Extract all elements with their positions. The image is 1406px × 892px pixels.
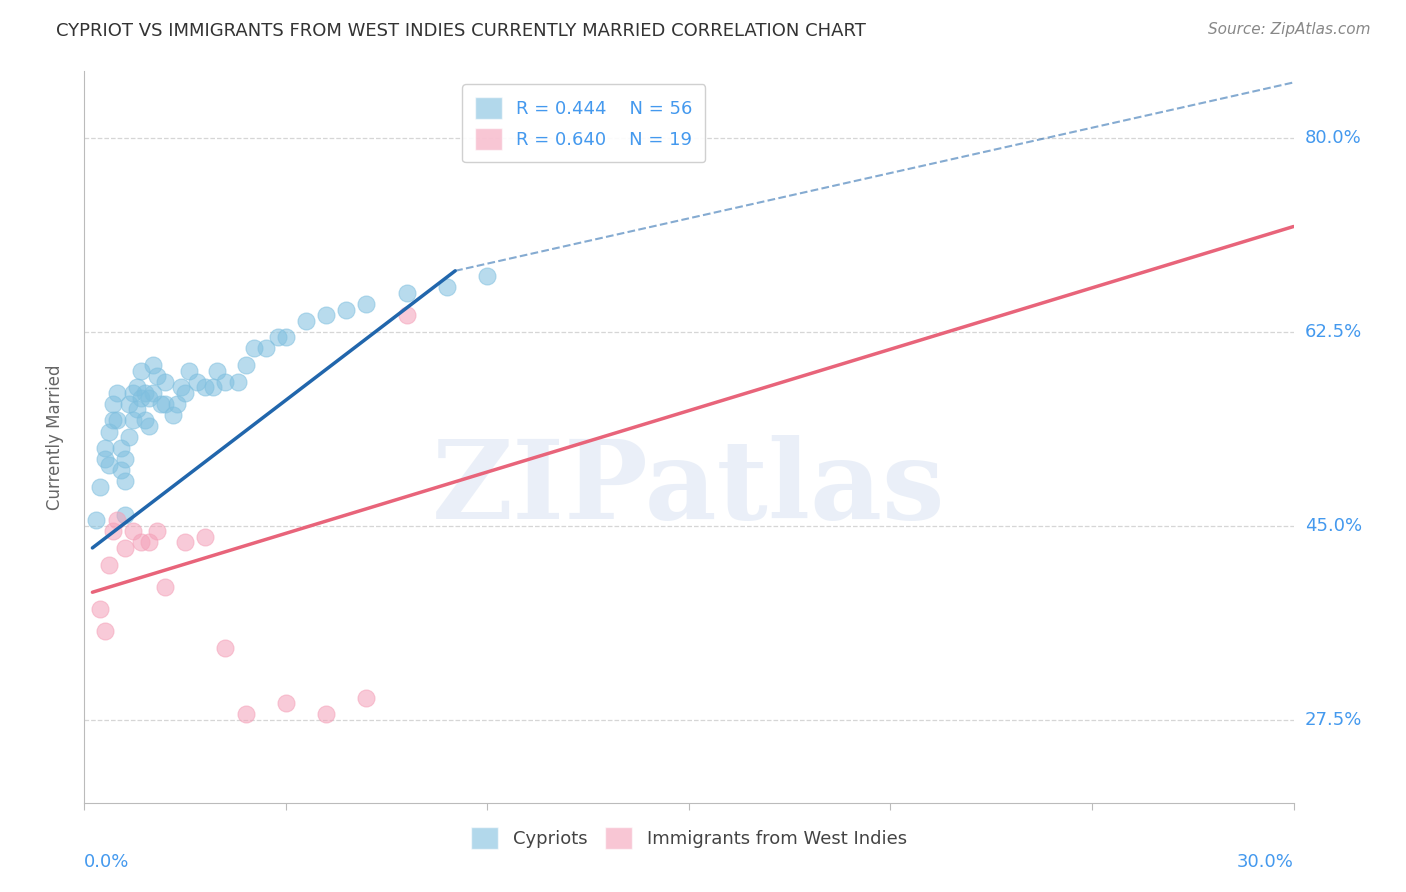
Point <box>121 413 143 427</box>
Point <box>295 314 318 328</box>
Point <box>335 302 357 317</box>
Y-axis label: Currently Married: Currently Married <box>45 364 63 510</box>
Point <box>110 463 132 477</box>
Text: 27.5%: 27.5% <box>1305 711 1362 729</box>
Point <box>226 375 249 389</box>
Point <box>89 602 111 616</box>
Point <box>110 441 132 455</box>
Point <box>146 369 169 384</box>
Point <box>153 375 176 389</box>
Point <box>153 397 176 411</box>
Point <box>138 535 160 549</box>
Point <box>202 380 225 394</box>
Point <box>121 385 143 400</box>
Point <box>97 458 120 472</box>
Point <box>142 358 165 372</box>
Point <box>186 375 208 389</box>
Point <box>174 535 197 549</box>
Point <box>356 297 378 311</box>
Point <box>395 285 418 300</box>
Text: 30.0%: 30.0% <box>1237 853 1294 871</box>
Text: Source: ZipAtlas.com: Source: ZipAtlas.com <box>1208 22 1371 37</box>
Point <box>134 413 156 427</box>
Point <box>179 363 201 377</box>
Point <box>315 707 337 722</box>
Text: 62.5%: 62.5% <box>1305 323 1362 341</box>
Point <box>235 358 257 372</box>
Point <box>101 413 124 427</box>
Text: 80.0%: 80.0% <box>1305 128 1361 147</box>
Point <box>125 380 148 394</box>
Point <box>235 707 257 722</box>
Point <box>214 375 236 389</box>
Point <box>142 385 165 400</box>
Point <box>101 397 124 411</box>
Point <box>149 397 172 411</box>
Point <box>97 425 120 439</box>
Point <box>162 408 184 422</box>
Point <box>207 363 229 377</box>
Legend: Cypriots, Immigrants from West Indies: Cypriots, Immigrants from West Indies <box>464 820 914 856</box>
Point <box>477 269 499 284</box>
Text: 45.0%: 45.0% <box>1305 516 1362 534</box>
Point <box>97 558 120 572</box>
Point <box>214 640 236 655</box>
Point <box>395 308 418 322</box>
Point <box>105 513 128 527</box>
Point <box>315 308 337 322</box>
Point <box>125 402 148 417</box>
Point <box>89 480 111 494</box>
Point <box>129 535 152 549</box>
Point <box>93 452 115 467</box>
Point <box>101 524 124 539</box>
Point <box>114 475 136 489</box>
Point <box>129 363 152 377</box>
Point <box>274 696 297 710</box>
Point <box>254 342 277 356</box>
Point <box>121 524 143 539</box>
Point <box>242 342 264 356</box>
Text: ZIPatlas: ZIPatlas <box>432 434 946 541</box>
Point <box>105 413 128 427</box>
Point <box>267 330 290 344</box>
Point <box>146 524 169 539</box>
Point <box>356 690 378 705</box>
Point <box>129 392 152 406</box>
Point <box>194 530 217 544</box>
Point <box>274 330 297 344</box>
Point <box>134 385 156 400</box>
Point <box>153 580 176 594</box>
Point <box>93 441 115 455</box>
Point <box>114 508 136 522</box>
Point <box>114 541 136 555</box>
Text: CYPRIOT VS IMMIGRANTS FROM WEST INDIES CURRENTLY MARRIED CORRELATION CHART: CYPRIOT VS IMMIGRANTS FROM WEST INDIES C… <box>56 22 866 40</box>
Point <box>86 513 108 527</box>
Point <box>174 385 197 400</box>
Point <box>166 397 188 411</box>
Point <box>138 392 160 406</box>
Point <box>170 380 193 394</box>
Text: 0.0%: 0.0% <box>84 853 129 871</box>
Point <box>93 624 115 638</box>
Point <box>194 380 217 394</box>
Point <box>118 397 141 411</box>
Point <box>105 385 128 400</box>
Point <box>118 430 141 444</box>
Point <box>436 280 458 294</box>
Point <box>114 452 136 467</box>
Point <box>138 419 160 434</box>
